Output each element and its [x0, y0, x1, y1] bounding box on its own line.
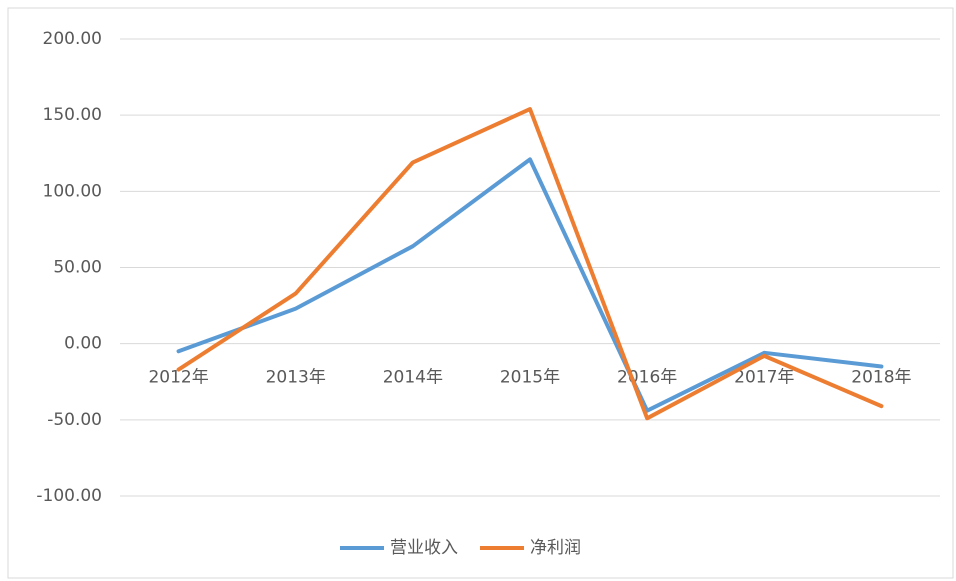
x-tick-label: 2016年 [617, 368, 677, 388]
y-tick-label: 0.00 [64, 334, 102, 354]
y-tick-label: -50.00 [47, 410, 102, 430]
legend-label: 营业收入 [390, 538, 458, 558]
y-tick-label: -100.00 [36, 486, 102, 506]
y-tick-label: 150.00 [43, 105, 102, 125]
x-tick-label: 2015年 [500, 368, 560, 388]
chart-frame [7, 7, 954, 579]
series-line [176, 107, 884, 421]
y-tick-label: 100.00 [43, 181, 102, 201]
y-tick-label: 50.00 [53, 258, 102, 278]
x-tick-label: 2014年 [383, 368, 443, 388]
legend-label: 净利润 [530, 538, 581, 558]
y-tick-label: 200.00 [43, 29, 102, 49]
x-tick-label: 2018年 [851, 368, 911, 388]
x-tick-label: 2012年 [148, 368, 208, 388]
x-tick-label: 2017年 [734, 368, 794, 388]
series-line [176, 157, 884, 413]
x-tick-label: 2013年 [266, 368, 326, 388]
